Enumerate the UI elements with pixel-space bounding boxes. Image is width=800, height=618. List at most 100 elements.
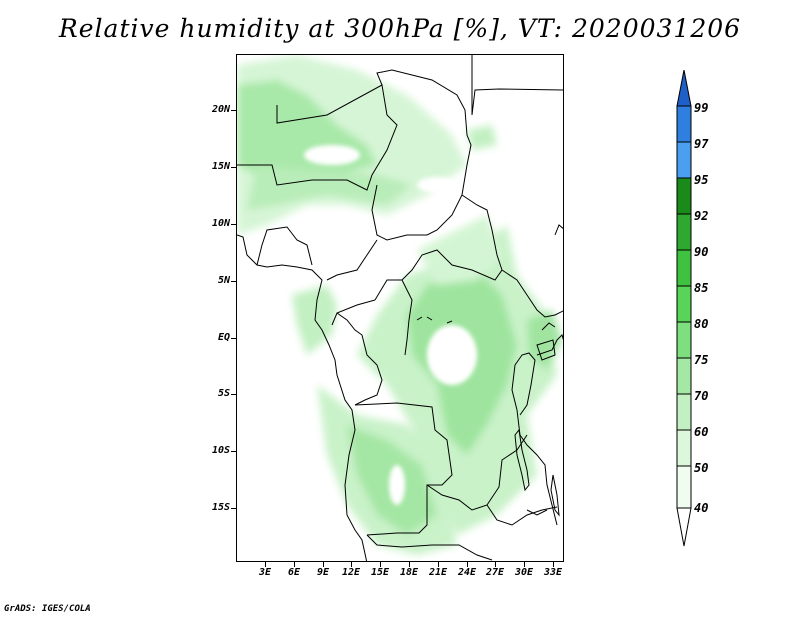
colorbar-label: 85: [694, 281, 709, 295]
colorbar-segment: [676, 321, 692, 359]
lon-label: 24E: [457, 567, 477, 578]
humidity-gaps: [304, 145, 477, 505]
lon-tick: [524, 562, 525, 567]
lon-label: 12E: [341, 567, 361, 578]
lon-label: 18E: [399, 567, 419, 578]
lon-label: 15E: [370, 567, 390, 578]
colorbar-segment: [676, 141, 692, 179]
colorbar-segment: [676, 465, 692, 509]
colorbar-label: 92: [694, 209, 709, 223]
colorbar-segment: [676, 177, 692, 215]
border: [326, 239, 378, 281]
lon-label: 27E: [485, 567, 505, 578]
border: [554, 224, 563, 236]
lat-tick: [231, 338, 236, 339]
colorbar-label: 95: [694, 173, 709, 187]
lat-label: 10S: [211, 445, 230, 456]
lat-label: 15N: [211, 161, 230, 172]
border: [401, 279, 413, 356]
dry-area: [417, 177, 457, 193]
lon-tick: [553, 562, 554, 567]
lon-label: 3E: [258, 567, 272, 578]
lat-label: 5S: [217, 388, 230, 399]
border: [336, 312, 383, 406]
lat-label: 10N: [211, 218, 230, 229]
lon-label: 30E: [514, 567, 534, 578]
border: [371, 69, 472, 241]
lake: [536, 339, 556, 361]
lon-tick: [438, 562, 439, 567]
colorbar-label: 70: [694, 389, 709, 403]
map-title: Relative humidity at 300hPa [%], VT: 202…: [58, 14, 742, 43]
colorbar-segment: [676, 393, 692, 431]
border: [256, 226, 313, 266]
humidity-region-central: [417, 215, 502, 285]
colorbar-label: 90: [694, 245, 709, 259]
lat-tick: [231, 281, 236, 282]
colorbar-segment: [676, 285, 692, 323]
dry-area: [427, 325, 477, 385]
lon-label: 21E: [428, 567, 448, 578]
lat-label: 15S: [211, 502, 230, 513]
lat-tick: [231, 508, 236, 509]
humidity-region-east: [527, 310, 562, 370]
humidity-region-northeast: [467, 125, 497, 150]
lat-label: 20N: [211, 104, 230, 115]
lon-tick: [409, 562, 410, 567]
colorbar-bottom-arrow: [676, 507, 692, 547]
colorbar-scale: [676, 70, 692, 547]
colorbar-segment: [676, 213, 692, 251]
border: [536, 334, 563, 356]
colorbar-segment: [676, 249, 692, 287]
colorbar-label: 75: [694, 353, 709, 367]
lat-tick: [231, 110, 236, 111]
lon-tick: [380, 562, 381, 567]
dry-area: [304, 145, 360, 165]
border: [354, 402, 453, 536]
border: [374, 194, 503, 301]
lon-tick: [294, 562, 295, 567]
coastline: [237, 234, 368, 561]
dry-area: [389, 465, 405, 505]
lake: [526, 509, 548, 516]
colorbar-label: 50: [694, 461, 709, 475]
colorbar-segment: [676, 429, 692, 467]
lon-tick: [265, 562, 266, 567]
border: [471, 55, 563, 116]
map-panel: [236, 54, 564, 562]
lon-tick: [351, 562, 352, 567]
colorbar-label: 40: [694, 501, 709, 515]
border: [486, 504, 558, 526]
lon-tick: [495, 562, 496, 567]
colorbar-label: 80: [694, 317, 709, 331]
country-borders: [237, 55, 563, 561]
border: [366, 534, 493, 561]
border: [237, 84, 398, 191]
lat-label: EQ: [217, 332, 230, 343]
colorbar-label: 99: [694, 101, 709, 115]
humidity-map: [237, 55, 563, 561]
border: [511, 352, 558, 526]
lon-label: 6E: [287, 567, 301, 578]
lon-tick: [323, 562, 324, 567]
lake: [550, 474, 560, 517]
lon-tick: [467, 562, 468, 567]
lat-label: 5N: [217, 275, 230, 286]
colorbar-segment: [676, 357, 692, 395]
colorbar-segment: [676, 105, 692, 143]
border: [541, 322, 556, 331]
border: [501, 269, 563, 318]
credit-text: GrADS: IGES/COLA: [4, 604, 91, 614]
lat-tick: [231, 224, 236, 225]
lake: [514, 428, 530, 492]
lat-tick: [231, 167, 236, 168]
colorbar-top-arrow: [676, 70, 692, 107]
lat-tick: [231, 451, 236, 452]
lat-tick: [231, 394, 236, 395]
lake: [416, 316, 453, 324]
colorbar-label: 60: [694, 425, 709, 439]
colorbar-label: 97: [694, 137, 709, 151]
humidity-region-northwest-band: [247, 165, 412, 210]
lon-label: 9E: [316, 567, 330, 578]
lon-label: 33E: [543, 567, 563, 578]
